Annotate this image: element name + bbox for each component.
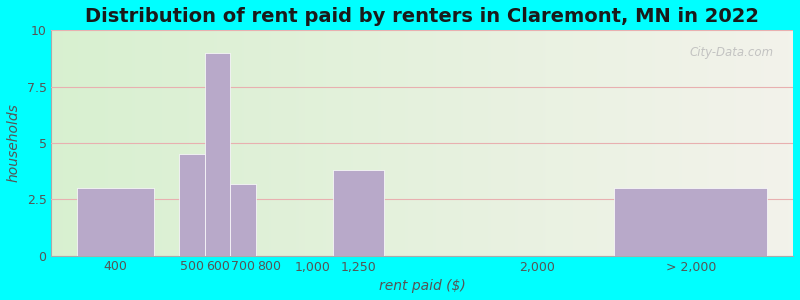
Bar <box>333 170 384 256</box>
Title: Distribution of rent paid by renters in Claremont, MN in 2022: Distribution of rent paid by renters in … <box>86 7 759 26</box>
Text: City-Data.com: City-Data.com <box>690 46 774 59</box>
X-axis label: rent paid ($): rent paid ($) <box>379 279 466 293</box>
Bar <box>77 188 154 256</box>
Bar <box>230 184 256 256</box>
Y-axis label: households: households <box>7 103 21 182</box>
Bar <box>614 188 767 256</box>
Bar <box>179 154 205 256</box>
Bar <box>205 53 230 256</box>
